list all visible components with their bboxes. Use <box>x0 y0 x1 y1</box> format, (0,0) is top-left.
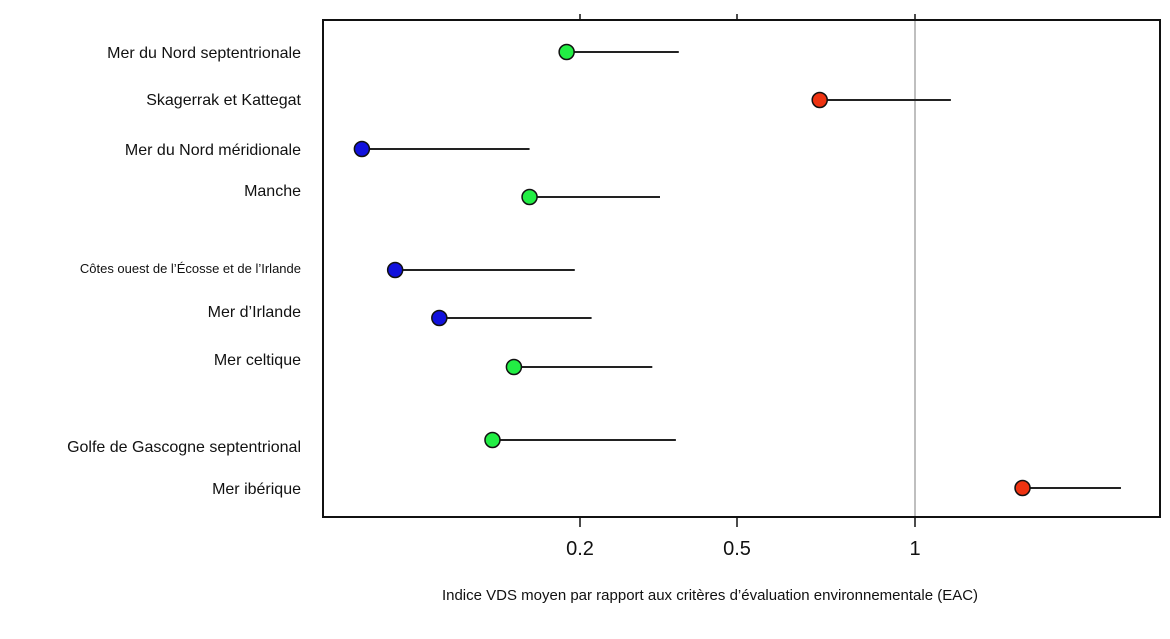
row: Mer d’Irlande <box>208 304 592 327</box>
category-label: Golfe de Gascogne septentrional <box>67 439 301 456</box>
row: Mer du Nord septentrionale <box>107 43 679 62</box>
category-label: Mer celtique <box>214 352 301 369</box>
x-tick-label: 0.5 <box>723 538 751 560</box>
mean-point <box>353 140 371 158</box>
row: Mer du Nord méridionale <box>125 140 530 159</box>
row: Mer celtique <box>214 352 653 376</box>
mean-point <box>1014 479 1031 497</box>
mean-point <box>558 43 575 61</box>
x-tick-label: 1 <box>909 538 920 560</box>
category-label: Mer d’Irlande <box>208 304 301 321</box>
row: Manche <box>244 183 660 206</box>
row: Golfe de Gascogne septentrional <box>67 431 676 456</box>
row: Skagerrak et Kattegat <box>146 91 951 109</box>
mean-point <box>431 309 448 327</box>
x-axis-title: Indice VDS moyen par rapport aux critère… <box>442 587 978 604</box>
category-label: Mer du Nord septentrionale <box>107 45 301 62</box>
category-label: Skagerrak et Kattegat <box>146 92 301 109</box>
category-label: Mer ibérique <box>212 481 301 498</box>
plot-frame <box>322 19 1161 518</box>
category-label: Côtes ouest de l’Écosse et de l’Irlande <box>80 261 301 276</box>
row: Côtes ouest de l’Écosse et de l’Irlande <box>80 261 575 279</box>
x-tick-label: 0.2 <box>566 538 594 560</box>
mean-point <box>484 431 501 449</box>
row: Mer ibérique <box>212 479 1121 498</box>
mean-point <box>811 91 828 109</box>
category-label: Manche <box>244 183 301 200</box>
mean-point <box>505 358 523 376</box>
category-label: Mer du Nord méridionale <box>125 142 301 159</box>
mean-point <box>521 188 538 206</box>
mean-point <box>386 261 404 279</box>
